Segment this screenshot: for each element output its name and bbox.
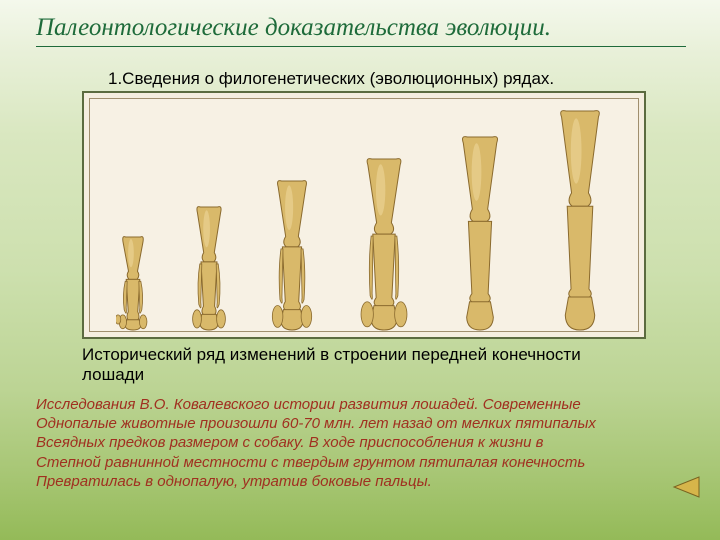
leg-bone-stage — [268, 179, 316, 331]
figure-caption: Исторический ряд изменений в строении пе… — [82, 345, 646, 385]
body-text: Исследования В.О. Ковалевского истории р… — [36, 395, 662, 491]
body-line: Превратилась в однопалую, утратив боковы… — [36, 473, 432, 490]
leg-bone-stage — [116, 235, 150, 331]
body-line: Однопалые животные произошли 60-70 млн. … — [36, 415, 596, 432]
triangle-left-icon — [672, 476, 700, 498]
leg-bone-stage — [356, 157, 412, 331]
leg-bone-stage — [548, 109, 612, 331]
body-line: Исследования В.О. Ковалевского истории р… — [36, 396, 581, 413]
leg-bone-stage — [451, 135, 509, 331]
horse-leg-evolution-diagram — [89, 98, 639, 332]
nav-back-button[interactable] — [672, 476, 700, 498]
body-line: Степной равнинной местности с твердым гр… — [36, 454, 585, 471]
slide: Палеонтологические доказательства эволюц… — [0, 0, 720, 540]
subtitle: 1.Сведения о филогенетических (эволюцион… — [108, 69, 692, 89]
leg-bone-stage — [189, 205, 229, 331]
figure-container — [82, 91, 646, 339]
body-line: Всеядных предков размером с собаку. В хо… — [36, 434, 543, 451]
figure-frame — [82, 91, 646, 339]
page-title: Палеонтологические доказательства эволюц… — [36, 14, 686, 47]
